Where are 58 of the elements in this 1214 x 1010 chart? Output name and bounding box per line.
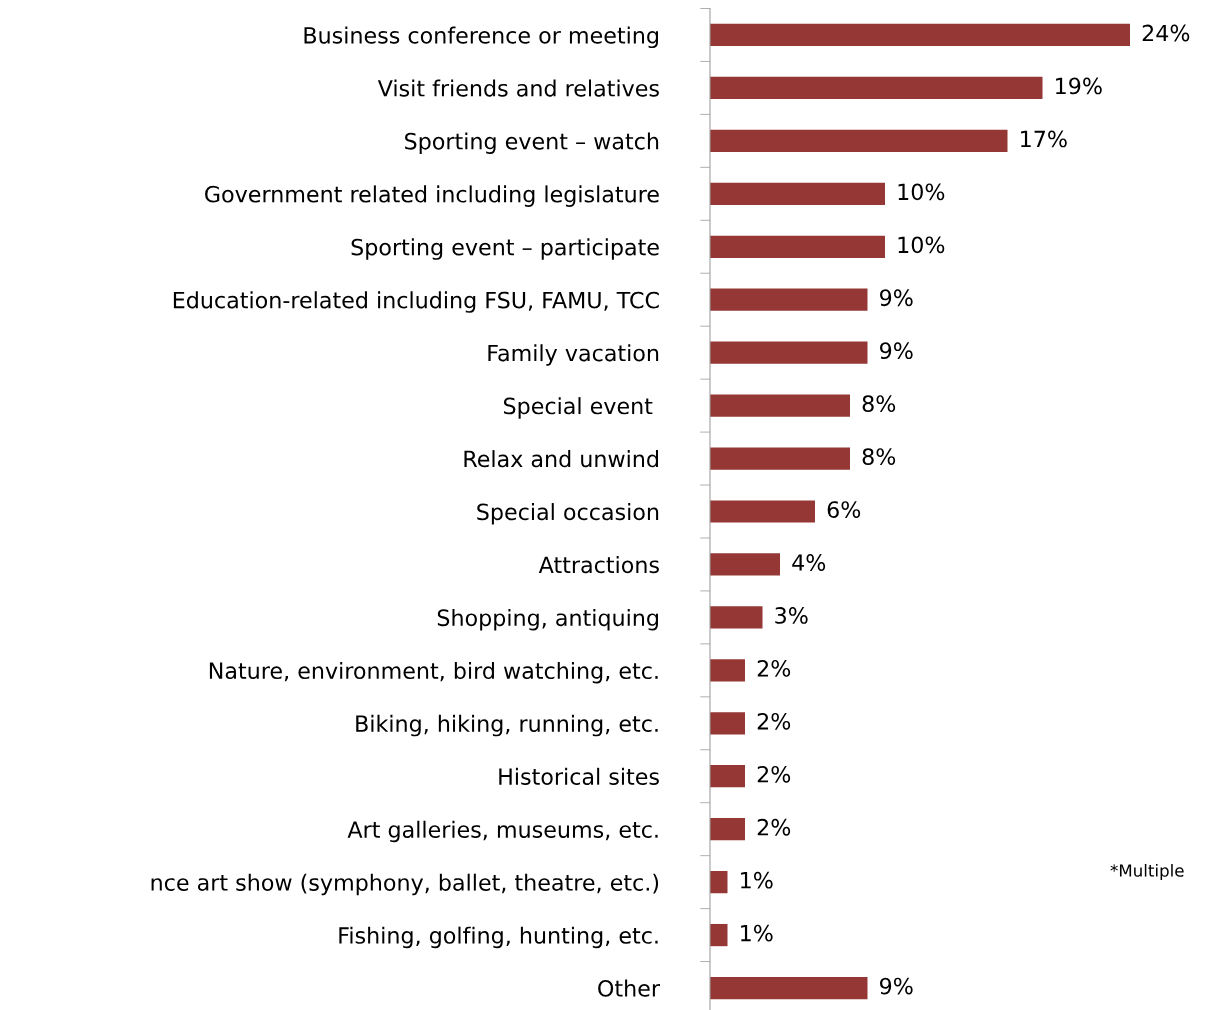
data-label: 3% bbox=[775, 607, 808, 624]
y-tick-label: Visit friends and relatives bbox=[377, 79, 659, 97]
data-label: 24% bbox=[1142, 24, 1190, 42]
bar bbox=[710, 659, 745, 682]
y-tick-label: Special occasion bbox=[477, 503, 659, 525]
data-label: 2% bbox=[757, 818, 791, 836]
y-tick-label: Fishing, golfing, hunting, etc. bbox=[339, 926, 658, 949]
data-label: 2% bbox=[757, 659, 791, 677]
annotation: *Multiple bbox=[1110, 863, 1184, 881]
bar bbox=[710, 235, 885, 258]
data-label: 9% bbox=[880, 289, 913, 307]
y-tick-label: Business conference or meeting bbox=[304, 26, 658, 49]
bar bbox=[710, 923, 728, 947]
y-tick-label: Art galleries, museums, etc. bbox=[347, 820, 658, 843]
y-tick-label: Historical sites bbox=[499, 767, 659, 785]
bar bbox=[710, 394, 850, 417]
data-label: 19% bbox=[1056, 77, 1102, 95]
bar bbox=[710, 23, 1130, 47]
data-label: 4% bbox=[792, 554, 826, 571]
y-tick-label: Nature, environment, bird watching, etc. bbox=[209, 661, 658, 684]
y-tick-label: Family vacation bbox=[488, 344, 659, 366]
data-label: 6% bbox=[827, 501, 861, 518]
y-tick-label: Special event bbox=[503, 397, 653, 419]
bar bbox=[710, 341, 868, 364]
data-label: 1% bbox=[741, 924, 773, 942]
y-tick-label: Biking, hiking, running, etc. bbox=[356, 714, 658, 737]
data-label: 9% bbox=[880, 977, 913, 995]
bar bbox=[710, 976, 868, 1000]
data-label: 17% bbox=[1021, 130, 1067, 148]
bar bbox=[710, 712, 745, 735]
y-tick-label: Shopping, antiquing bbox=[437, 608, 658, 631]
bar bbox=[710, 606, 763, 629]
bar bbox=[710, 447, 850, 470]
y-tick-label: Sporting event – participate bbox=[351, 238, 659, 260]
data-label: 10% bbox=[898, 236, 945, 254]
data-label: 10% bbox=[898, 183, 945, 201]
data-label: 2% bbox=[757, 712, 791, 730]
y-tick-label: Attractions bbox=[538, 556, 659, 574]
data-label: 2% bbox=[757, 765, 791, 783]
bar bbox=[710, 129, 1008, 152]
bar bbox=[710, 553, 780, 576]
bar bbox=[710, 871, 728, 894]
bar bbox=[710, 500, 815, 523]
y-tick-label: Other bbox=[598, 979, 660, 997]
bar bbox=[710, 765, 745, 788]
data-label: 8% bbox=[862, 448, 896, 465]
y-tick-label: Government related including legislature bbox=[205, 185, 659, 207]
y-tick-label: nce art show (symphony, ballet, theatre, etc.) bbox=[151, 873, 659, 896]
data-label: 9% bbox=[880, 342, 913, 360]
data-label: 1% bbox=[741, 871, 773, 889]
data-label: 8% bbox=[862, 395, 896, 413]
bar bbox=[710, 76, 1043, 100]
y-tick-label: Relax and unwind bbox=[464, 450, 658, 468]
bar bbox=[710, 182, 885, 205]
bar bbox=[710, 288, 868, 311]
y-tick-label: Sporting event – watch bbox=[405, 132, 659, 154]
y-tick-label: Education-related including FSU, FAMU, TCC bbox=[173, 291, 659, 313]
bar bbox=[710, 818, 745, 841]
